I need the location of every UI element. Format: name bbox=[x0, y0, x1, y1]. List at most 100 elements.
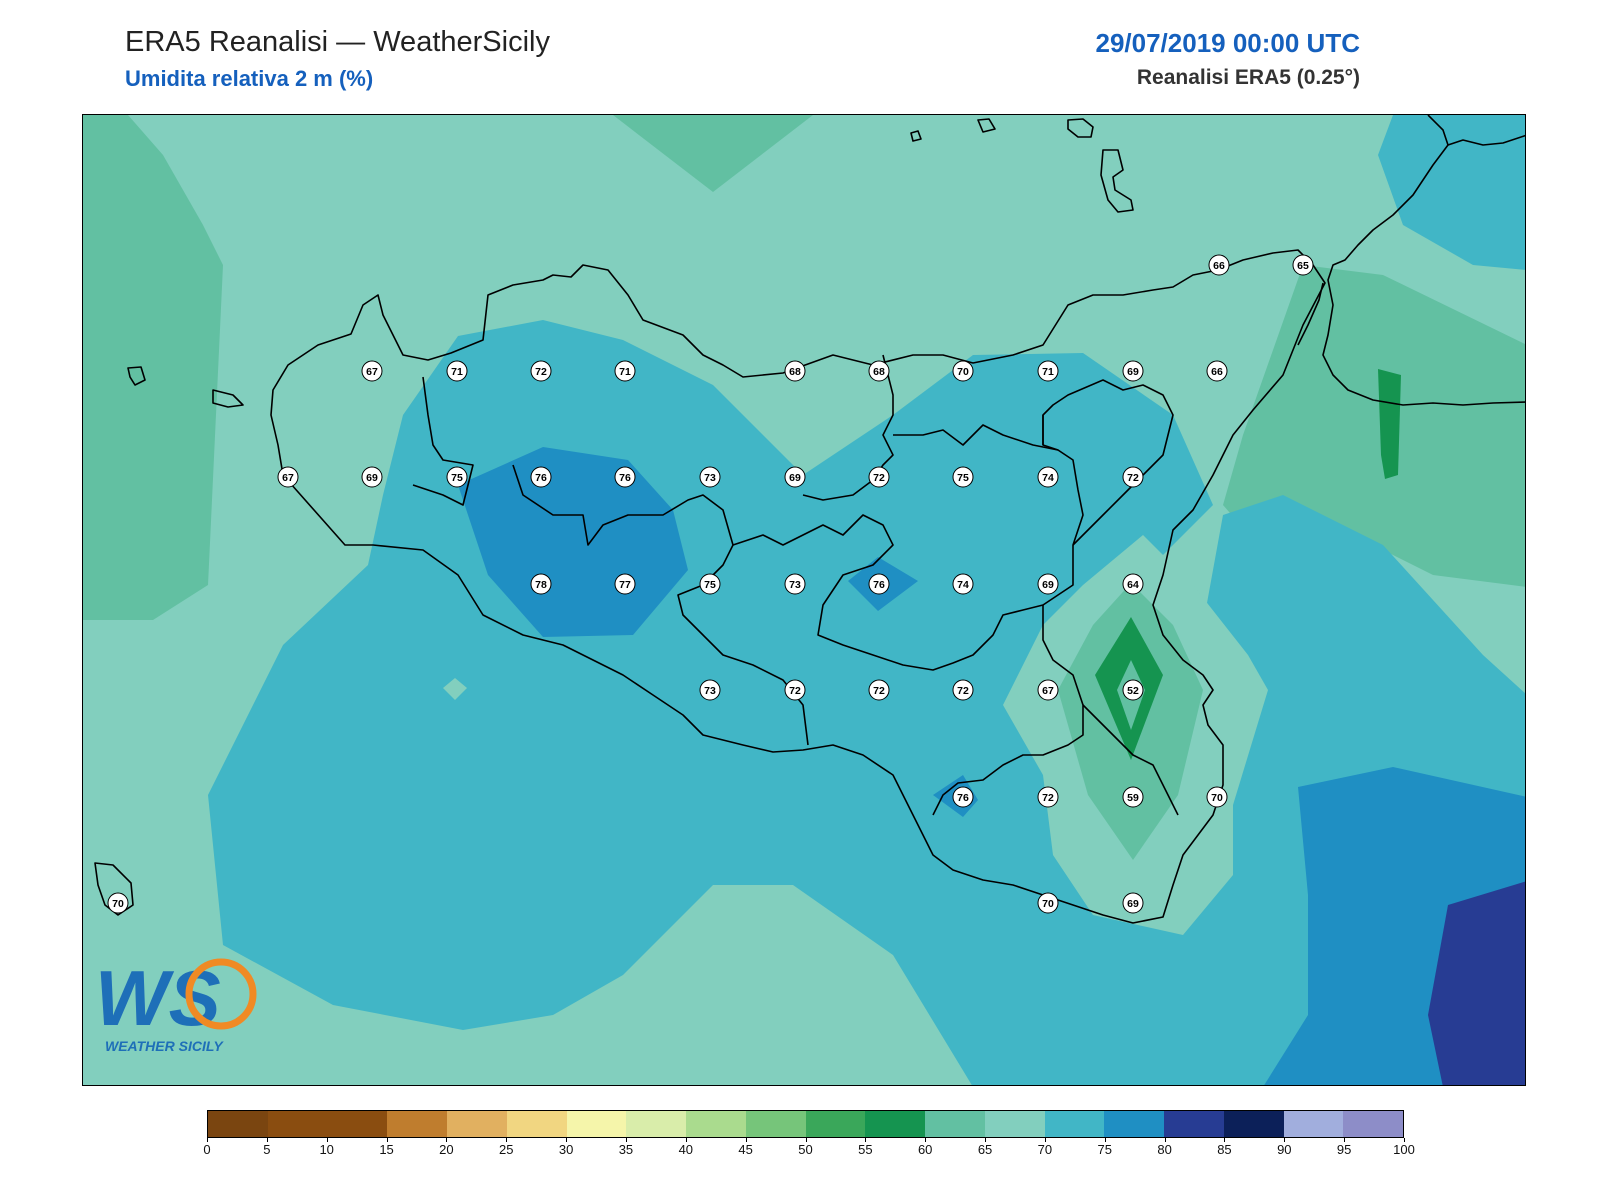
station-value: 72 bbox=[1042, 792, 1054, 804]
salina-lipari-island bbox=[1100, 149, 1134, 213]
station-circle bbox=[107, 892, 129, 914]
colorbar-tick-label: 30 bbox=[558, 1142, 574, 1157]
field-60-65-north bbox=[613, 115, 813, 192]
station-marker: 76 bbox=[614, 466, 636, 488]
colorbar-tick-mark bbox=[745, 1138, 747, 1142]
province-border-8 bbox=[1042, 415, 1059, 451]
station-value: 73 bbox=[704, 472, 716, 484]
station-marker: 69 bbox=[784, 466, 806, 488]
station-marker: 72 bbox=[1037, 786, 1059, 808]
station-marker: 69 bbox=[361, 466, 383, 488]
station-value: 72 bbox=[873, 472, 885, 484]
station-marker: 78 bbox=[530, 573, 552, 595]
station-value: 71 bbox=[451, 366, 463, 378]
station-circle bbox=[1037, 466, 1059, 488]
station-marker: 70 bbox=[107, 892, 129, 914]
station-circle bbox=[1206, 360, 1228, 382]
colorbar-tick-label: 0 bbox=[203, 1142, 211, 1157]
station-marker: 69 bbox=[1037, 573, 1059, 595]
filicudi-island bbox=[1067, 118, 1094, 138]
station-value: 65 bbox=[1297, 260, 1309, 272]
station-value: 75 bbox=[957, 472, 969, 484]
colorbar-tick-mark bbox=[805, 1138, 807, 1142]
station-circle bbox=[952, 573, 974, 595]
logo-sun-icon bbox=[185, 958, 257, 1030]
colorbar-segment bbox=[1283, 1111, 1344, 1137]
station-marker: 67 bbox=[277, 466, 299, 488]
province-border-2 bbox=[512, 464, 809, 746]
station-marker: 72 bbox=[1122, 466, 1144, 488]
station-marker: 70 bbox=[952, 360, 974, 382]
station-circle bbox=[952, 466, 974, 488]
colorbar-tick-mark bbox=[1344, 1138, 1346, 1142]
colorbar-tick-label: 85 bbox=[1217, 1142, 1232, 1157]
station-marker: 75 bbox=[699, 573, 721, 595]
colorbar-tick-label: 25 bbox=[499, 1142, 514, 1157]
station-marker: 73 bbox=[699, 466, 721, 488]
station-value: 73 bbox=[704, 685, 716, 697]
station-circle bbox=[1037, 679, 1059, 701]
source-label: Reanalisi ERA5 (0.25°) bbox=[1136, 66, 1360, 89]
province-border-9 bbox=[1082, 704, 1179, 816]
station-value: 68 bbox=[789, 366, 801, 378]
colorbar-tick-label: 65 bbox=[977, 1142, 993, 1157]
station-value: 76 bbox=[535, 472, 547, 484]
station-circle bbox=[614, 466, 636, 488]
colorbar-tick-label: 75 bbox=[1097, 1142, 1112, 1157]
station-marker: 52 bbox=[1122, 679, 1144, 701]
station-value: 74 bbox=[1042, 472, 1054, 484]
station-circle bbox=[952, 786, 974, 808]
colorbar-segment bbox=[1343, 1111, 1403, 1137]
station-value: 76 bbox=[873, 579, 885, 591]
station-value: 70 bbox=[1211, 792, 1223, 804]
station-value: 59 bbox=[1127, 792, 1139, 804]
station-marker: 75 bbox=[446, 466, 468, 488]
datetime-label: 29/07/2019 00:00 UTC bbox=[1095, 28, 1360, 58]
colorbar-segment bbox=[447, 1111, 507, 1137]
colorbar-tick-mark bbox=[1224, 1138, 1226, 1142]
station-circle bbox=[530, 360, 552, 382]
station-marker: 68 bbox=[868, 360, 890, 382]
station-value: 75 bbox=[704, 579, 716, 591]
station-circle bbox=[1292, 254, 1314, 276]
station-markers: 66 65 67 71 72 71 68 68 70 71 69 66 67 69 75 76 76 73 69 72… bbox=[107, 254, 1314, 914]
station-marker: 70 bbox=[1206, 786, 1228, 808]
colorbar-segment bbox=[267, 1111, 328, 1137]
colorbar-segment bbox=[1104, 1111, 1164, 1137]
station-marker: 71 bbox=[1037, 360, 1059, 382]
station-value: 69 bbox=[366, 472, 378, 484]
station-value: 67 bbox=[366, 366, 378, 378]
station-marker: 73 bbox=[699, 679, 721, 701]
colorbar-tick-label: 45 bbox=[738, 1142, 753, 1157]
field-60-65-west bbox=[83, 115, 223, 620]
station-marker: 68 bbox=[784, 360, 806, 382]
province-border-7 bbox=[1042, 379, 1174, 546]
colorbar-segment bbox=[745, 1111, 806, 1137]
station-value: 52 bbox=[1127, 685, 1139, 697]
station-circle bbox=[868, 679, 890, 701]
station-circle bbox=[1122, 679, 1144, 701]
humidity-map: 66 65 67 71 72 71 68 68 70 71 69 66 67 69 75 76 76 73 69 72… bbox=[82, 114, 1526, 1086]
station-value: 70 bbox=[957, 366, 969, 378]
colorbar-segment bbox=[566, 1111, 627, 1137]
station-value: 69 bbox=[1127, 898, 1139, 910]
colorbar-tick-mark bbox=[266, 1138, 268, 1142]
colorbar-tick-mark bbox=[1044, 1138, 1046, 1142]
colorbar-tick-label: 5 bbox=[263, 1142, 271, 1157]
weather-sicily-logo: WS WEATHER SICILY bbox=[95, 954, 257, 1054]
colorbar-tick-label: 95 bbox=[1336, 1142, 1352, 1157]
station-circle bbox=[868, 573, 890, 595]
station-value: 74 bbox=[957, 579, 969, 591]
station-marker: 72 bbox=[530, 360, 552, 382]
colorbar-tick-mark bbox=[685, 1138, 687, 1142]
station-marker: 72 bbox=[868, 679, 890, 701]
station-marker: 75 bbox=[952, 466, 974, 488]
field-70-75-ne bbox=[1378, 115, 1525, 270]
colorbar-tick-label: 55 bbox=[858, 1142, 873, 1157]
colorbar-tick-label: 20 bbox=[439, 1142, 454, 1157]
colorbar-tick-mark bbox=[625, 1138, 627, 1142]
colorbar-tick-label: 100 bbox=[1393, 1142, 1415, 1157]
station-circle bbox=[1122, 573, 1144, 595]
station-circle bbox=[784, 466, 806, 488]
province-border-3 bbox=[732, 514, 1044, 671]
